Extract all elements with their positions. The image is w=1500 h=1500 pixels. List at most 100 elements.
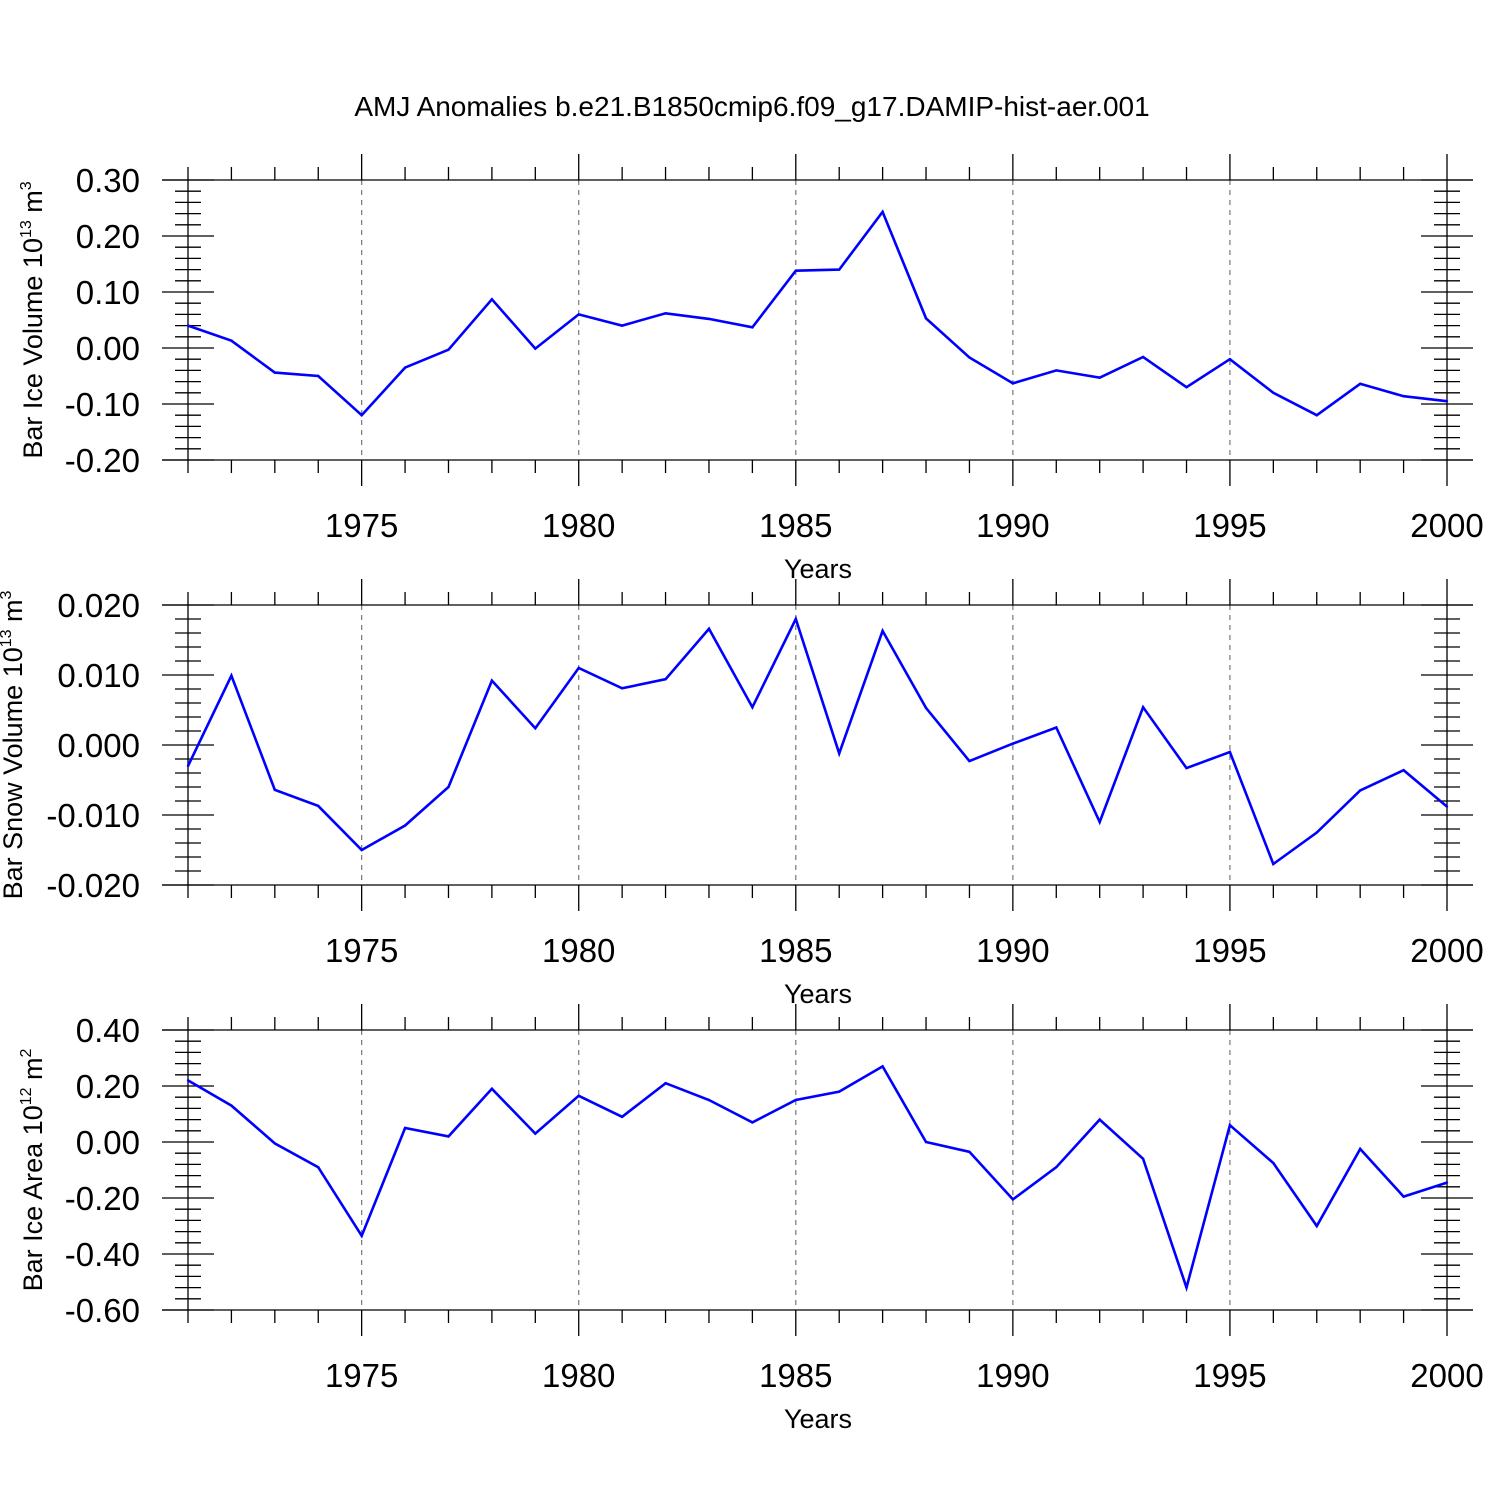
y-axis-label-unit-exponent: 2	[18, 1048, 35, 1057]
data-point	[230, 339, 233, 342]
data-point	[534, 347, 537, 350]
y-axis-label-text: Bar Ice Area 10	[18, 1105, 48, 1291]
data-point	[751, 1121, 754, 1124]
y-tick-label: 0.000	[57, 727, 140, 764]
panel-2: -0.020 -0.010 0.000 0.010 0.020 1975 1980 1985 1…	[0, 579, 1484, 1009]
data-point	[620, 687, 624, 690]
data-point	[403, 366, 407, 369]
data-point	[1445, 400, 1449, 403]
data-point	[1228, 750, 1232, 754]
data-point	[360, 414, 363, 417]
data-point	[751, 706, 754, 709]
data-point	[1445, 1181, 1449, 1184]
data-point	[707, 317, 711, 321]
data-point	[317, 1166, 320, 1169]
data-point	[1358, 1147, 1362, 1151]
data-point	[1315, 831, 1318, 834]
data-point	[1358, 382, 1362, 386]
x-tick-label: 1985	[759, 507, 832, 544]
data-point	[838, 752, 841, 755]
data-point	[447, 785, 450, 789]
data-point	[620, 324, 624, 327]
data-point	[490, 679, 494, 682]
y-tick-label: -0.020	[46, 867, 140, 904]
x-tick-label: 1985	[759, 932, 832, 969]
y-axis-label-unit-exponent: 3	[0, 590, 15, 599]
data-point	[707, 627, 711, 630]
x-tick-label: 1990	[976, 932, 1049, 969]
data-point	[534, 727, 537, 730]
data-point	[794, 617, 797, 621]
data-point	[360, 1234, 363, 1238]
data-point	[881, 210, 884, 214]
y-tick-label: -0.010	[46, 797, 140, 834]
y-axis-label-text: Bar Ice Volume 10	[18, 238, 48, 459]
data-point	[447, 348, 450, 351]
data-point	[1402, 394, 1405, 398]
x-tick-label: 1990	[976, 507, 1049, 544]
data-point	[968, 1150, 971, 1154]
y-tick-label: 0.00	[76, 330, 140, 367]
data-point	[1272, 391, 1275, 394]
data-point	[317, 374, 320, 378]
data-point	[1315, 414, 1318, 417]
y-tick-label: 0.30	[76, 162, 140, 199]
data-point	[881, 629, 884, 633]
series-line	[187, 1064, 1448, 1293]
x-axis-label: Years	[784, 554, 852, 584]
data-point	[273, 788, 277, 791]
y-tick-label: -0.40	[65, 1236, 140, 1273]
x-tick-label: 1975	[325, 1357, 398, 1394]
y-tick-label: 0.20	[76, 218, 140, 255]
data-point	[1272, 1161, 1275, 1165]
data-point	[577, 666, 580, 670]
series-line	[186, 615, 1448, 867]
data-point	[1055, 726, 1058, 729]
y-axis-label-unit: m	[18, 1057, 48, 1087]
x-tick-label: 2000	[1410, 507, 1483, 544]
data-point	[1055, 369, 1058, 372]
data-point	[1228, 358, 1232, 361]
x-tick-label: 1975	[325, 932, 398, 969]
data-point	[794, 1098, 797, 1102]
data-point	[751, 326, 754, 329]
x-tick-label: 1995	[1193, 1357, 1266, 1394]
data-point	[968, 356, 971, 359]
data-point	[403, 1126, 407, 1130]
data-point	[186, 764, 190, 768]
y-axis-label-exponent: 13	[0, 629, 15, 647]
x-tick-label: 1985	[759, 1357, 832, 1394]
data-point	[924, 317, 928, 320]
data-point	[924, 706, 928, 710]
data-point	[1185, 1286, 1188, 1289]
data-point	[707, 1098, 711, 1102]
data-point	[1402, 1195, 1405, 1198]
panel-3: -0.60 -0.40 -0.20 0.00 0.20 0.40 1975 1980 1985 1…	[18, 1004, 1484, 1434]
x-tick-label: 1995	[1193, 932, 1266, 969]
data-point	[838, 268, 841, 271]
panel-1: -0.20 -0.10 0.00 0.10 0.20 0.30 1975 1980 1985 19…	[18, 154, 1484, 584]
y-tick-label: 0.00	[76, 1124, 140, 1161]
data-point	[1141, 1157, 1145, 1161]
figure-title: AMJ Anomalies b.e21.B1850cmip6.f09_g17.D…	[354, 91, 1149, 122]
y-axis-label: Bar Ice Volume 1013 m3	[18, 181, 48, 458]
x-axis-label: Years	[784, 979, 852, 1009]
data-point	[968, 759, 971, 763]
panels: -0.20 -0.10 0.00 0.10 0.20 0.30 1975 1980 1985 19…	[0, 154, 1484, 1434]
data-point	[186, 1079, 190, 1082]
data-point	[1445, 805, 1449, 808]
y-axis-label-exponent: 12	[18, 1087, 35, 1105]
data-point	[1098, 820, 1101, 824]
data-point	[403, 824, 407, 827]
x-axis-label: Years	[784, 1404, 852, 1434]
data-point	[838, 1090, 841, 1093]
data-point	[490, 1087, 494, 1091]
data-point	[1228, 1124, 1232, 1127]
y-axis-label-unit: m	[0, 599, 28, 629]
data-point	[1141, 355, 1145, 359]
data-point	[1011, 742, 1015, 745]
y-tick-label: 0.20	[76, 1068, 140, 1105]
data-point	[447, 1135, 450, 1138]
data-point	[924, 1140, 928, 1144]
